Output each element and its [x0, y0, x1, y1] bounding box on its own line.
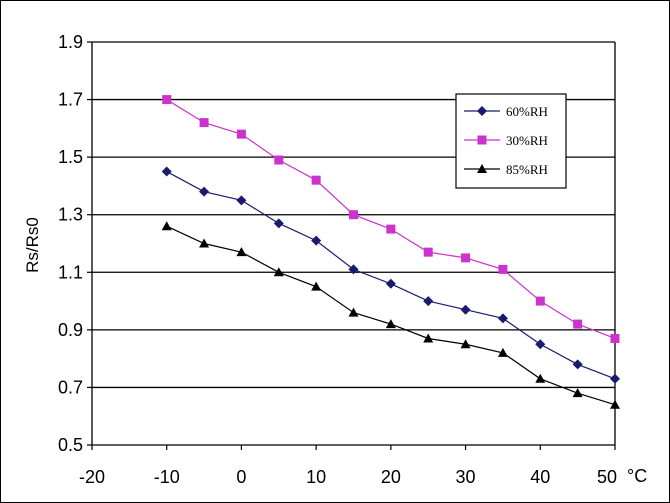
legend-label: 30%RH: [506, 133, 548, 148]
y-tick-label: 1.7: [58, 90, 83, 110]
x-tick-label: 50: [597, 467, 617, 487]
series-60pct-rh: [161, 166, 620, 384]
data-point: [497, 347, 508, 357]
data-point: [423, 333, 434, 343]
data-point: [236, 195, 247, 206]
data-point: [610, 399, 620, 409]
data-point: [498, 264, 508, 274]
data-point: [460, 339, 471, 349]
data-point: [535, 296, 545, 306]
data-point: [610, 373, 620, 384]
data-point: [610, 333, 620, 343]
legend: 60%RH 30%RH 85%RH: [455, 93, 567, 189]
legend-label: 60%RH: [506, 104, 548, 119]
legend-label: 85%RH: [506, 162, 548, 177]
data-point: [572, 388, 583, 398]
axes: [87, 41, 616, 450]
data-point: [199, 118, 209, 128]
x-tick-label: 20: [381, 467, 401, 487]
data-point: [311, 235, 322, 246]
y-tick-label: 0.7: [58, 377, 83, 397]
data-point: [311, 281, 322, 291]
data-point: [274, 155, 284, 165]
data-point: [236, 129, 246, 139]
legend-marker: [477, 164, 487, 173]
data-point: [199, 238, 210, 248]
data-point: [311, 175, 321, 185]
data-point: [497, 313, 508, 324]
series-line: [166, 225, 616, 406]
y-tick-label: 0.5: [58, 435, 83, 455]
x-tick-label: 0: [236, 467, 246, 487]
series-85pct-rh: [161, 221, 620, 409]
y-tick-label: 1.5: [58, 147, 83, 167]
series-line: [166, 171, 616, 380]
data-point: [461, 253, 471, 263]
y-axis-label: Rs/Rs0: [23, 217, 42, 273]
data-point: [386, 224, 396, 234]
x-tick-label: 30: [456, 467, 476, 487]
data-point: [161, 221, 172, 231]
legend-marker: [477, 106, 487, 116]
y-tick-label: 1.1: [58, 262, 83, 282]
y-tick-label: 1.9: [58, 32, 83, 52]
x-tick-label: -20: [79, 467, 105, 487]
data-point: [348, 307, 359, 317]
data-point: [385, 319, 396, 329]
data-point: [162, 95, 172, 105]
x-tick-label: -10: [154, 467, 180, 487]
x-tick-label: 10: [306, 467, 326, 487]
data-point: [199, 186, 210, 197]
data-point: [535, 339, 546, 350]
data-point: [572, 359, 583, 370]
data-point: [460, 304, 471, 315]
x-tick-label: 40: [530, 467, 550, 487]
series-group: [161, 95, 620, 409]
data-point: [385, 278, 396, 289]
legend-box: [455, 93, 567, 189]
y-tick-label: 0.9: [58, 320, 83, 340]
data-point: [348, 264, 359, 275]
series-30pct-rh: [162, 95, 620, 343]
data-point: [161, 166, 172, 177]
x-unit-label: °C: [627, 466, 647, 486]
data-point: [273, 267, 284, 277]
data-point: [535, 373, 546, 383]
data-point: [349, 210, 358, 220]
data-point: [423, 296, 434, 307]
data-point: [423, 247, 433, 257]
tick-labels: 1.9 1.7 1.5 1.3 1.1 0.9 0.7 0.5 -20 -10 0 10 20 30 40 5…: [58, 32, 647, 487]
data-point: [573, 319, 583, 329]
data-point: [273, 218, 284, 229]
data-point: [236, 247, 247, 257]
legend-marker: [477, 135, 487, 145]
y-tick-label: 1.3: [58, 205, 83, 225]
